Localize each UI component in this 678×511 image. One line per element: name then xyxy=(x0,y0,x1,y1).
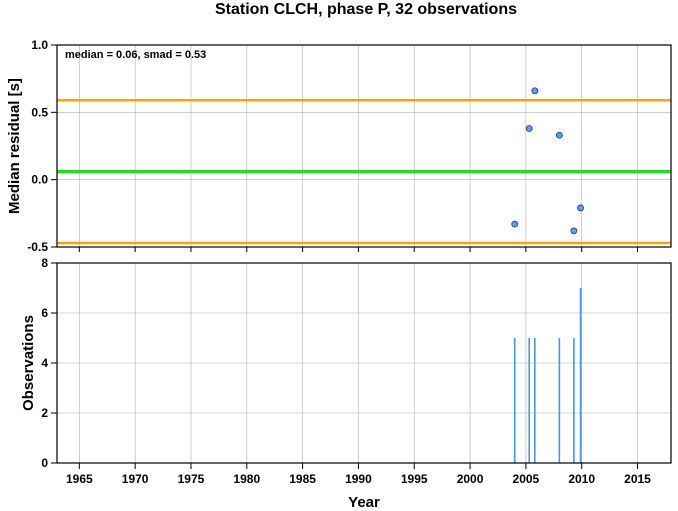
year-x-tick-label: 2010 xyxy=(568,472,595,486)
year-x-tick-label: 1990 xyxy=(345,472,372,486)
chart-title: Station CLCH, phase P, 32 observations xyxy=(215,1,517,18)
residual-y-tick-label: 0.0 xyxy=(31,173,48,187)
year-x-axis-label: Year xyxy=(348,494,380,511)
residual-point xyxy=(511,220,519,228)
residual-point xyxy=(555,131,563,139)
year-x-tick-label: 2005 xyxy=(513,472,540,486)
observations-panel: 8 6 4 2 0 1965 1970 1975 1980 1985 1990 1995 2000 20… xyxy=(20,256,672,511)
year-x-tick-label: 1970 xyxy=(122,472,149,486)
year-x-tick-label: 1985 xyxy=(289,472,316,486)
median-smad-annotation: median = 0.06, smad = 0.53 xyxy=(65,49,206,61)
residual-panel: 1.0 0.5 0.0 -0.5 median = 0.06, smad = 0.53… xyxy=(6,38,672,254)
observations-y-tick-label: 2 xyxy=(41,406,48,420)
residual-point xyxy=(531,87,539,95)
residual-y-axis-label: Median residual [s] xyxy=(6,78,23,214)
residual-point xyxy=(525,125,533,132)
observations-y-tick-label: 6 xyxy=(41,306,48,320)
year-x-tick-label: 2000 xyxy=(457,472,484,486)
year-x-tick-label: 1975 xyxy=(178,472,205,486)
year-x-tick-label: 1965 xyxy=(66,472,93,486)
residual-y-tick-label: 0.5 xyxy=(31,105,48,119)
residual-y-tick-label: -0.5 xyxy=(27,240,48,254)
year-x-tick-label: 1995 xyxy=(401,472,428,486)
residual-point xyxy=(577,204,584,212)
residual-y-tick-label: 1.0 xyxy=(31,38,48,52)
observations-y-axis-label: Observations xyxy=(20,315,37,411)
residual-point xyxy=(570,227,578,235)
year-x-tick-label: 1980 xyxy=(233,472,260,486)
observations-y-tick-label: 8 xyxy=(41,256,48,270)
year-x-tick-label: 2015 xyxy=(624,472,651,486)
observations-y-tick-label: 0 xyxy=(41,456,48,470)
observations-y-tick-label: 4 xyxy=(41,356,48,370)
residual-panel-frame xyxy=(56,44,672,248)
